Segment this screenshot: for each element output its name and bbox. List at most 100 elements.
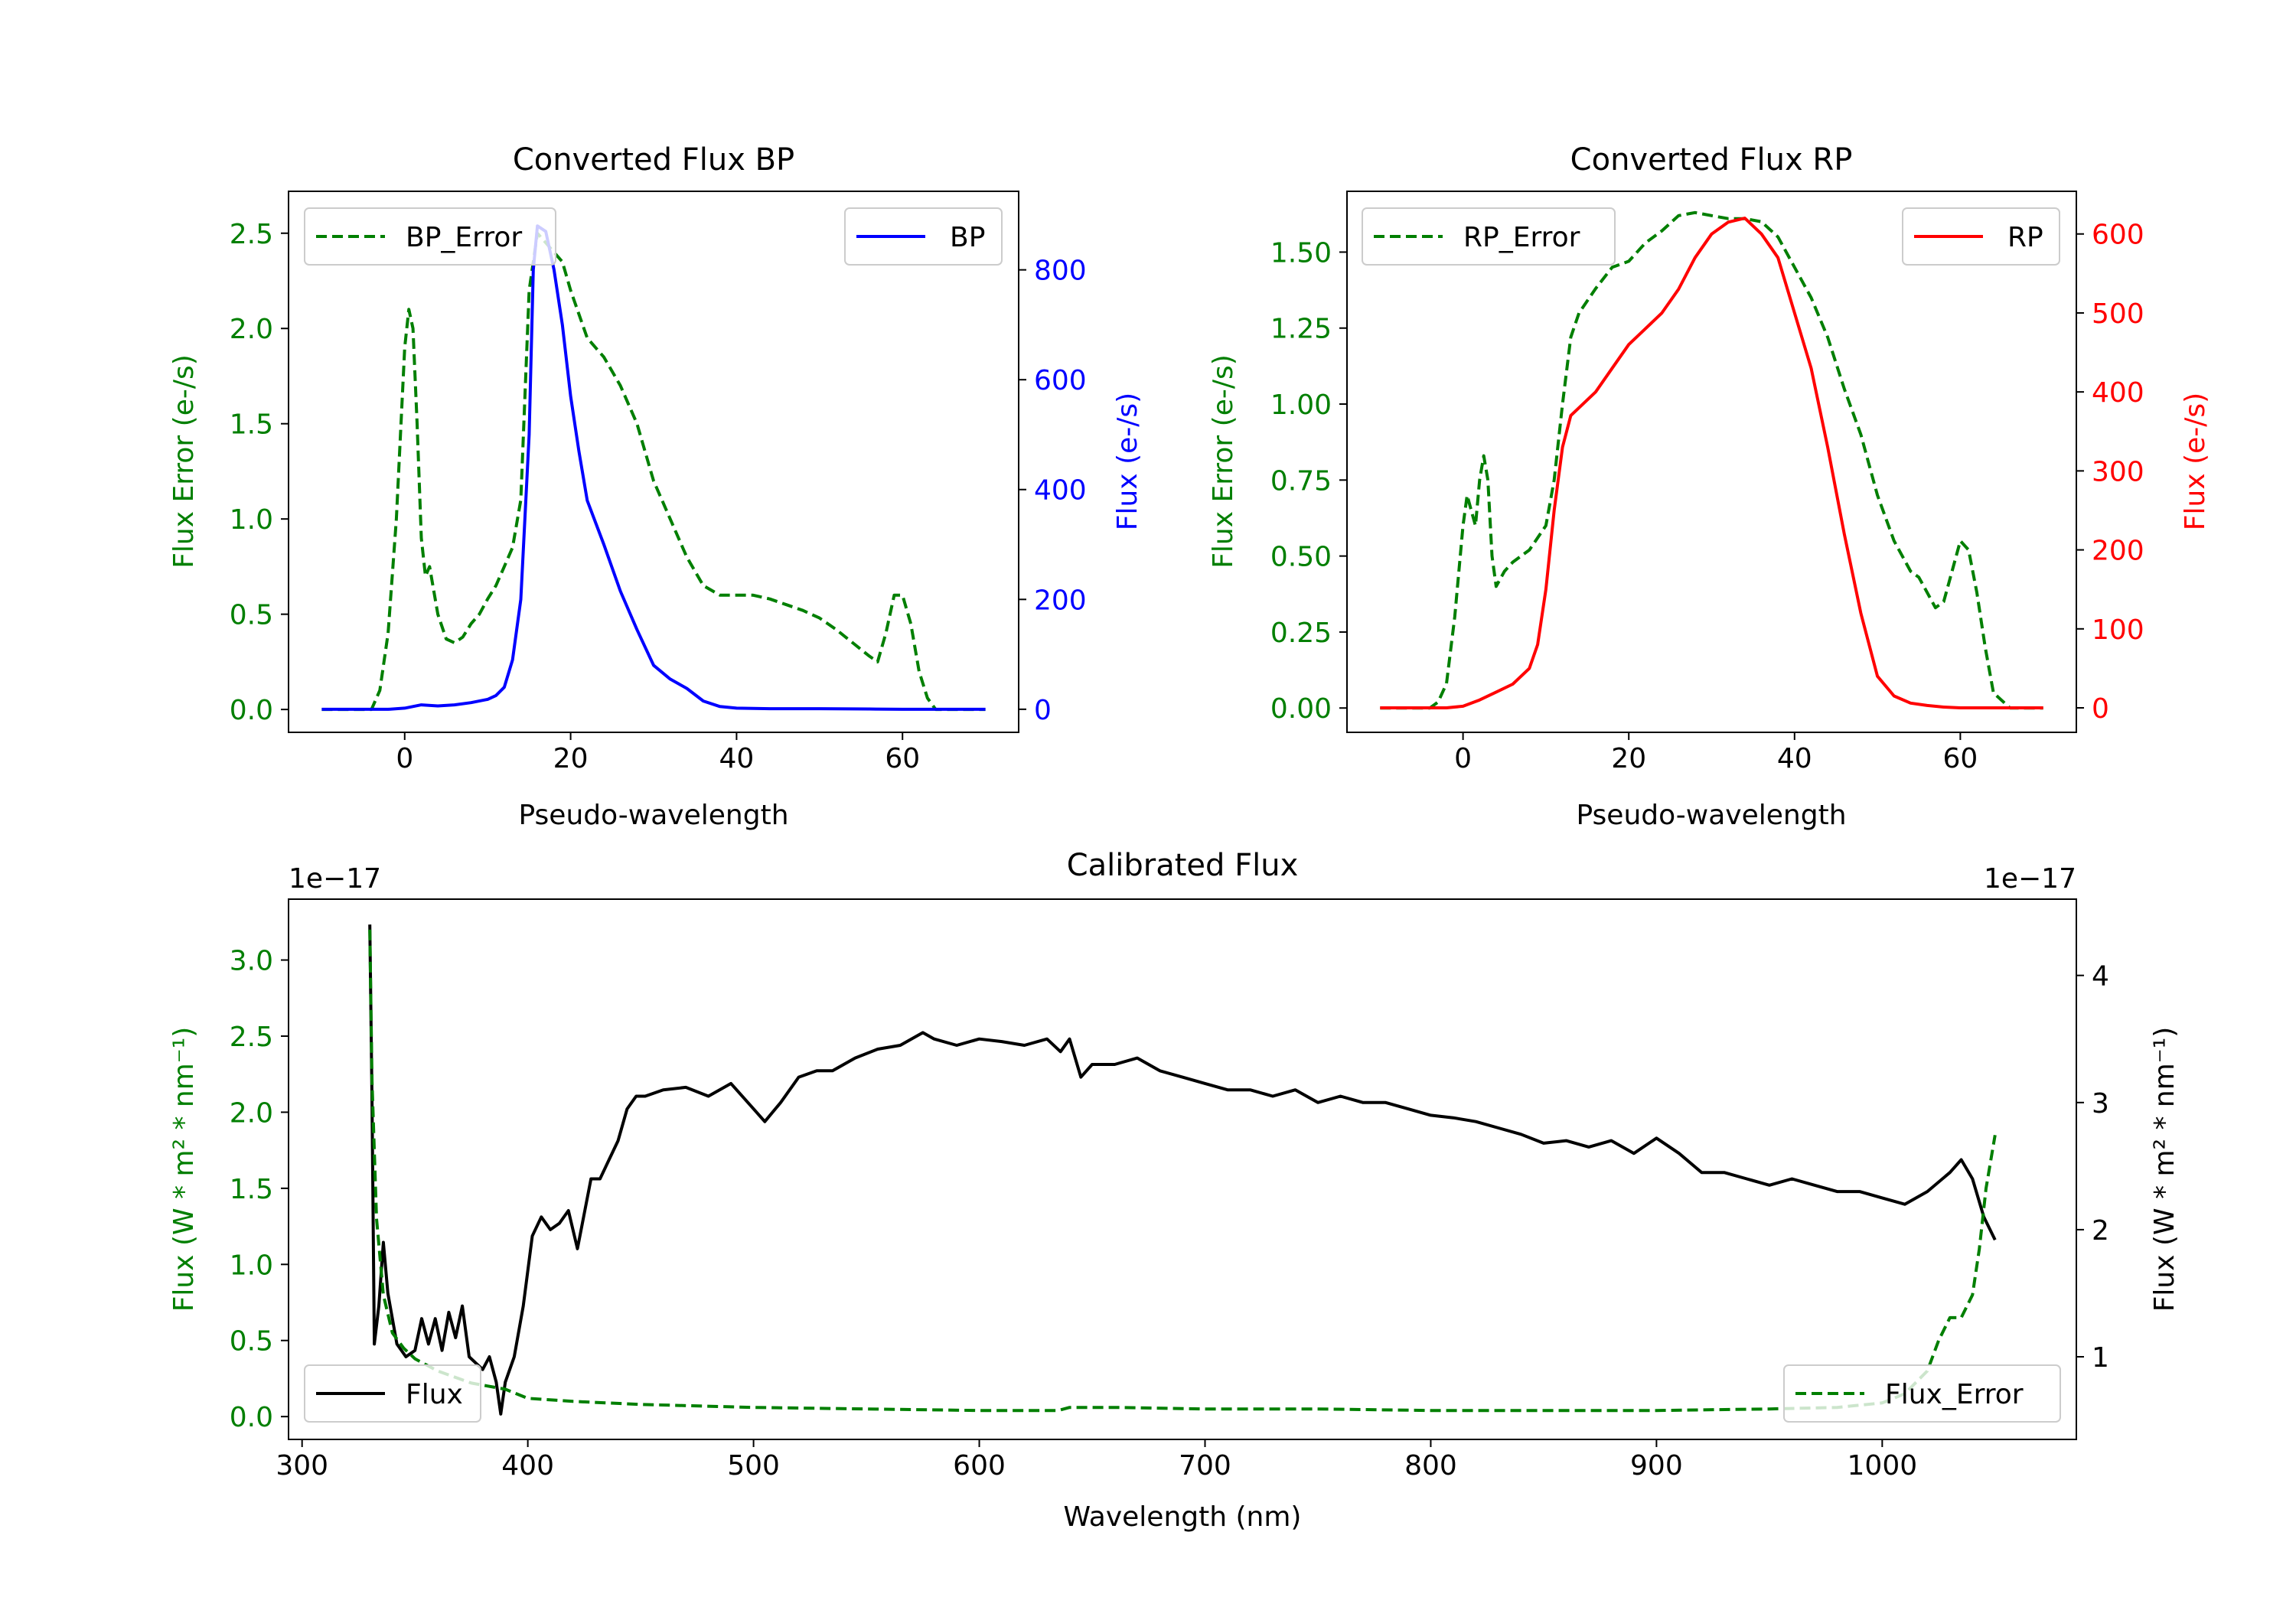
- rp-title: Converted Flux RP: [1570, 142, 1853, 178]
- rp-lines: [1380, 210, 2043, 710]
- bp-ytick-left-label-5: 2.5: [230, 219, 273, 250]
- bp-xtick-label-1: 20: [553, 743, 589, 774]
- bp-series-bp-error-line: [321, 231, 986, 712]
- rp-ytick-left-label-3: 0.75: [1270, 465, 1332, 497]
- calibrated-offset-left: 1e−17: [289, 863, 381, 895]
- bp-chart: Converted Flux BP Pseudo-wavelength Flux…: [168, 142, 1143, 831]
- rp-ytick-left-label-1: 0.25: [1270, 618, 1332, 649]
- bp-ytick-left-label-3: 1.5: [230, 409, 273, 441]
- rp-legend-left-box: [1362, 207, 1616, 266]
- bp-ytick-left-label-4: 2.0: [230, 314, 273, 345]
- rp-series-rp-line: [1380, 217, 2043, 709]
- calibrated-ytick-left-label-6: 3.0: [230, 946, 273, 977]
- bp-ticks: 0 20 40 60 0.0 0.5 1.0 1.5 2.0 2.5 0 200 400 600 800: [230, 219, 1087, 774]
- rp-ytick-left-label-4: 1.00: [1270, 390, 1332, 421]
- bp-axes-frame: [288, 191, 1019, 733]
- calibrated-series-flux-error-line: [368, 929, 1997, 1413]
- calibrated-xtick-label-2: 500: [727, 1450, 780, 1482]
- calibrated-ytick-left-label-3: 1.5: [230, 1174, 273, 1205]
- calibrated-ytick-left-label-2: 1.0: [230, 1250, 273, 1281]
- rp-legend-left: RP_Error: [1362, 207, 1616, 266]
- bp-legend-label: BP: [950, 222, 985, 253]
- calibrated-ytick-right-label-3: 4: [2092, 961, 2109, 993]
- bp-xlabel: Pseudo-wavelength: [518, 800, 788, 831]
- rp-ylabel-right: Flux (e-/s): [2180, 393, 2211, 530]
- calibrated-legend-left: Flux: [304, 1364, 481, 1423]
- bp-ytick-right-label-0: 0: [1034, 695, 1052, 726]
- calibrated-ylabel-left: Flux (W * m² * nm⁻¹): [168, 1027, 200, 1312]
- bp-xtick-label-0: 0: [396, 743, 413, 774]
- bp-xtick-label-2: 40: [719, 743, 755, 774]
- rp-xtick-label-2: 40: [1777, 743, 1812, 774]
- rp-ticks: 0 20 40 60 0.00 0.25 0.50 0.75 1.00 1.25 1.50 0 100 2…: [1270, 220, 2144, 774]
- calibrated-chart: Calibrated Flux Wavelength (nm) Flux (W …: [168, 848, 2180, 1533]
- calibrated-ytick-right-label-2: 3: [2092, 1088, 2109, 1120]
- calibrated-ytick-left-label-1: 0.5: [230, 1326, 273, 1358]
- rp-xtick-label-1: 20: [1611, 743, 1646, 774]
- rp-ytick-left-label-0: 0.00: [1270, 693, 1332, 725]
- rp-ytick-right-label-6: 600: [2092, 220, 2144, 251]
- rp-ytick-right-label-4: 400: [2092, 377, 2144, 409]
- bp-ytick-right-label-2: 400: [1034, 475, 1087, 507]
- rp-ylabel-left: Flux Error (e-/s): [1208, 354, 1239, 569]
- rp-xtick-label-0: 0: [1454, 743, 1472, 774]
- bp-ytick-right-label-4: 800: [1034, 256, 1087, 287]
- calibrated-series-flux-line: [368, 924, 1997, 1416]
- bp-title: Converted Flux BP: [513, 142, 794, 178]
- calibrated-xtick-label-3: 600: [953, 1450, 1006, 1482]
- bp-ylabel-left: Flux Error (e-/s): [168, 354, 200, 569]
- calibrated-ytick-left-label-5: 2.5: [230, 1022, 273, 1053]
- rp-chart: Converted Flux RP Pseudo-wavelength Flux…: [1208, 142, 2211, 831]
- bp-ytick-left-label-0: 0.0: [230, 695, 273, 726]
- calibrated-xtick-label-7: 1000: [1848, 1450, 1918, 1482]
- calibrated-ytick-right-label-1: 2: [2092, 1215, 2109, 1247]
- flux-error-legend-label: Flux_Error: [1885, 1379, 2024, 1410]
- bp-xtick-label-3: 60: [885, 743, 920, 774]
- bp-ytick-left-label-1: 0.5: [230, 600, 273, 631]
- calibrated-ytick-left-label-0: 0.0: [230, 1402, 273, 1433]
- calibrated-xtick-label-6: 900: [1630, 1450, 1683, 1482]
- rp-legend-label: RP: [2007, 222, 2043, 253]
- rp-ytick-right-label-5: 500: [2092, 298, 2144, 330]
- bp-lines: [321, 224, 986, 712]
- calibrated-xtick-label-4: 700: [1179, 1450, 1231, 1482]
- calibrated-ylabel-right: Flux (W * m² * nm⁻¹): [2149, 1027, 2180, 1312]
- rp-axes-frame: [1346, 191, 2077, 733]
- rp-ytick-left-label-6: 1.50: [1270, 237, 1332, 269]
- rp-ytick-right-label-1: 100: [2092, 614, 2144, 646]
- calibrated-ticks: 300 400 500 600 700 800 900 1000 0.0 0.5 1.0 1.5 2.0…: [230, 946, 2109, 1482]
- calibrated-xtick-label-1: 400: [501, 1450, 554, 1482]
- rp-xtick-label-3: 60: [1942, 743, 1978, 774]
- rp-ytick-right-label-2: 200: [2092, 536, 2144, 567]
- rp-ytick-right-label-0: 0: [2092, 693, 2109, 725]
- calibrated-legend-right: Flux_Error: [1783, 1364, 2061, 1423]
- bp-series-bp-line: [321, 224, 986, 711]
- rp-series-rp-error-line: [1380, 210, 2043, 710]
- calibrated-ytick-left-label-4: 2.0: [230, 1097, 273, 1129]
- rp-error-legend-label: RP_Error: [1463, 222, 1580, 253]
- bp-legend-left-box: [304, 207, 556, 266]
- calibrated-xlabel: Wavelength (nm): [1064, 1501, 1302, 1533]
- bp-ytick-right-label-3: 600: [1034, 365, 1087, 396]
- calibrated-legend-right-box: [1783, 1364, 2061, 1423]
- flux-legend-label: Flux: [406, 1379, 463, 1410]
- rp-ytick-right-label-3: 300: [2092, 456, 2144, 487]
- rp-legend-right: RP: [1902, 207, 2060, 266]
- bp-ytick-left-label-2: 1.0: [230, 504, 273, 536]
- calibrated-title: Calibrated Flux: [1067, 848, 1299, 883]
- calibrated-xtick-label-5: 800: [1404, 1450, 1457, 1482]
- bp-ytick-right-label-1: 200: [1034, 585, 1087, 616]
- calibrated-offset-right: 1e−17: [1984, 863, 2076, 895]
- bp-ylabel-right: Flux (e-/s): [1112, 393, 1143, 530]
- rp-ytick-left-label-2: 0.50: [1270, 542, 1332, 573]
- calibrated-legend-left-box: [304, 1364, 481, 1423]
- calibrated-ytick-right-label-0: 1: [2092, 1342, 2109, 1374]
- rp-xlabel: Pseudo-wavelength: [1576, 800, 1846, 831]
- rp-ytick-left-label-5: 1.25: [1270, 314, 1332, 345]
- bp-legend-left: BP_Error: [304, 207, 556, 266]
- calibrated-xtick-label-0: 300: [276, 1450, 328, 1482]
- bp-legend-right: BP: [844, 207, 1003, 266]
- bp-error-legend-label: BP_Error: [406, 222, 522, 253]
- calibrated-axes-frame: [288, 898, 2077, 1440]
